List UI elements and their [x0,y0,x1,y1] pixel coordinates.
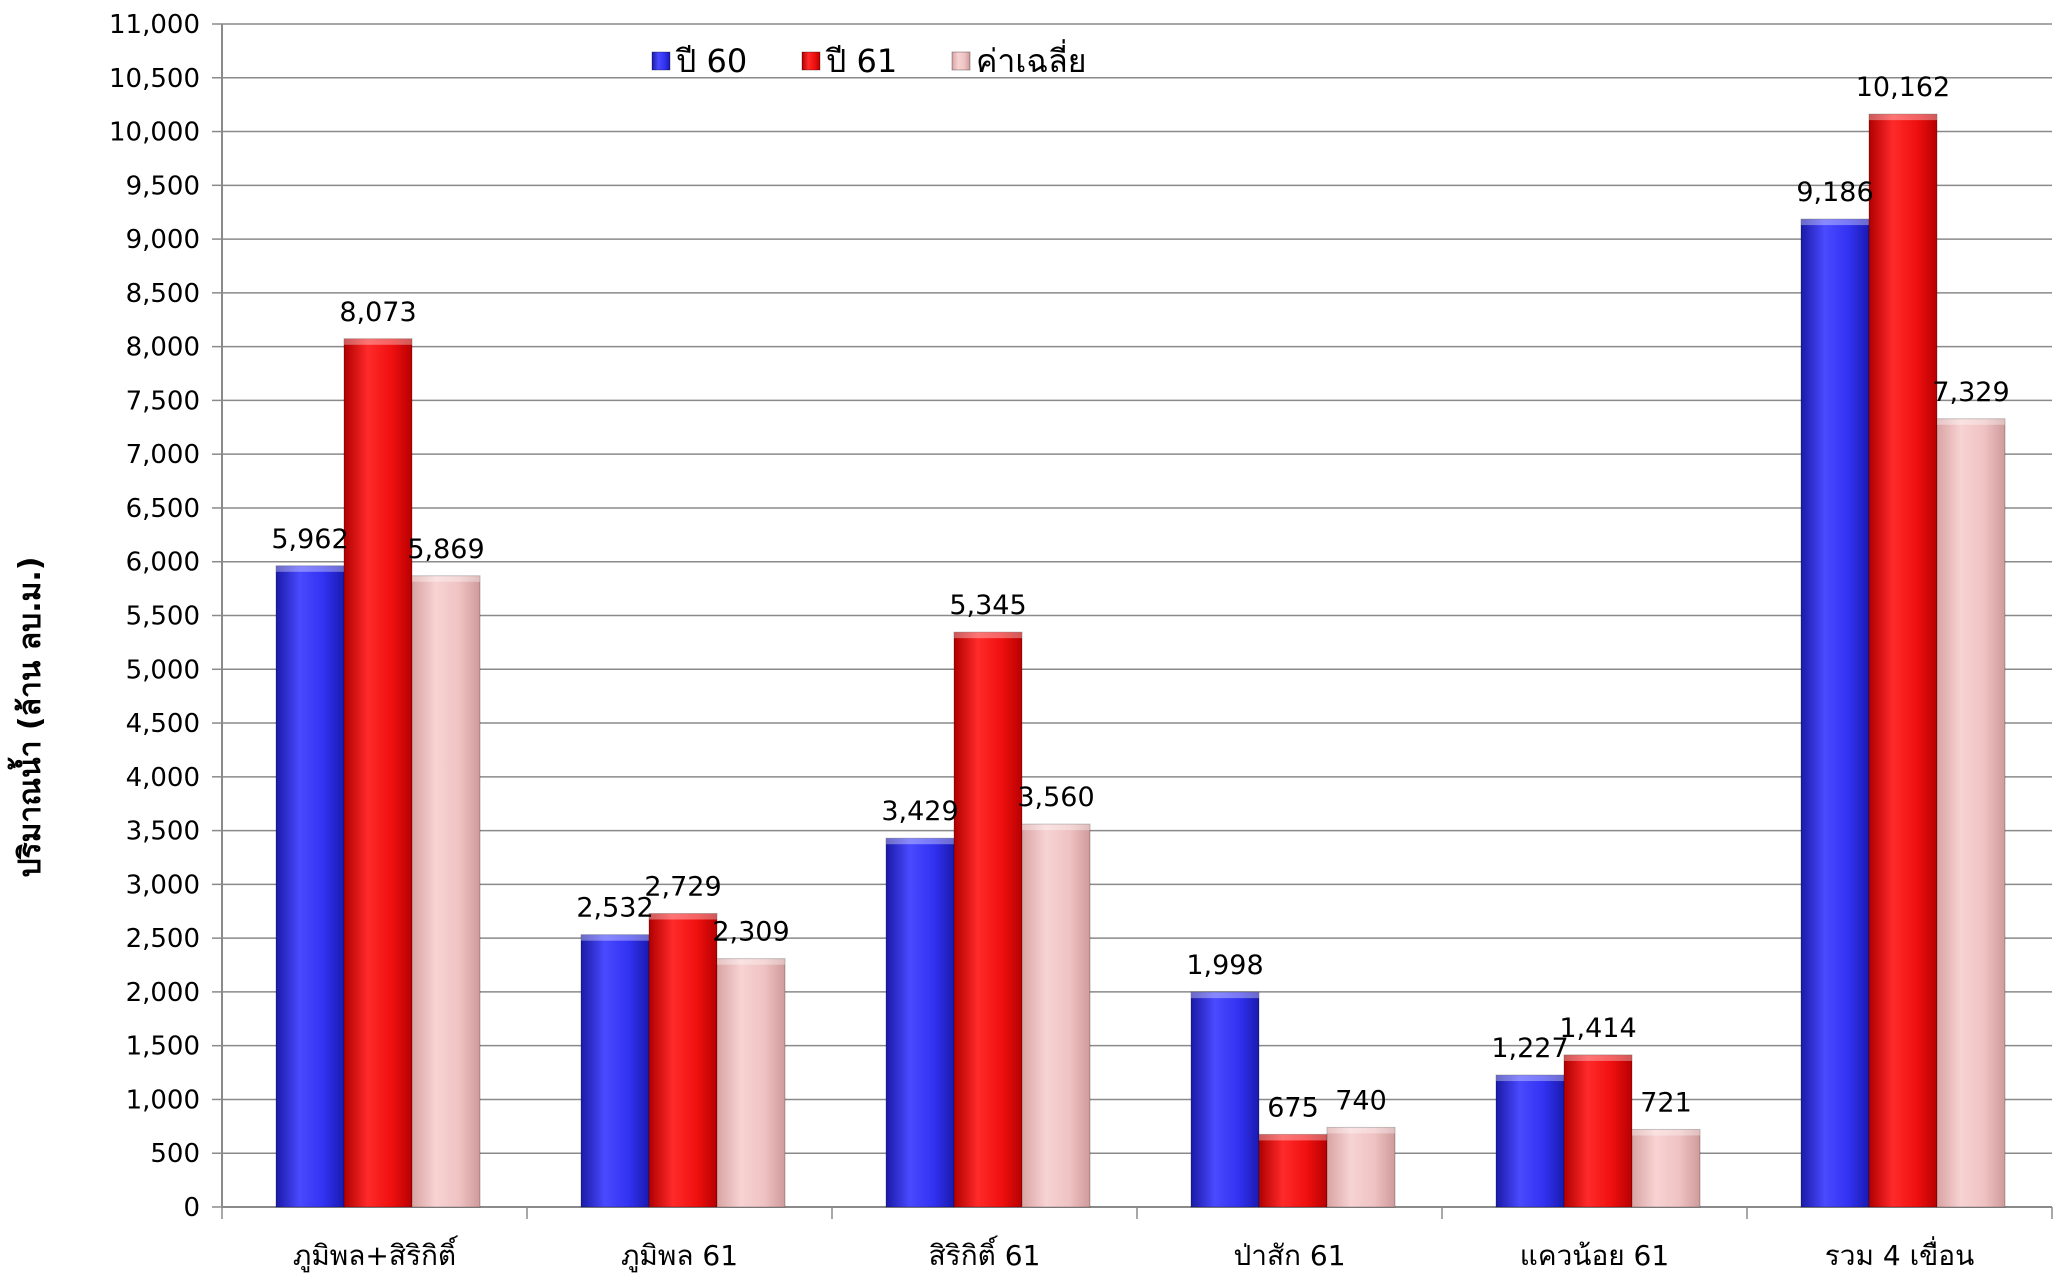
data-label: 9,186 [1796,177,1873,208]
bar-top-highlight [649,913,717,920]
x-category-label: รวม 4 เขื่อน [1825,1236,1975,1272]
legend: ปี 60 ปี 61 ค่าเฉลี่ย [651,39,1086,80]
bar [1563,1054,1633,1208]
bar [1021,823,1091,1208]
y-tick-label: 6,000 [126,548,200,578]
data-label: 1,414 [1559,1013,1636,1044]
y-tick-label: 9,500 [126,171,200,201]
data-label: 2,532 [576,893,653,924]
y-tick-label: 6,500 [126,494,200,524]
y-tick-label: 3,500 [126,817,200,847]
y-tick-label: 3,000 [126,870,200,900]
y-tick-label: 4,000 [126,763,200,793]
y-tick-label: 4,500 [126,709,200,739]
bar-top-highlight [1632,1129,1700,1136]
data-label: 8,073 [339,297,416,328]
bar-top-highlight [412,575,480,582]
data-label: 2,309 [712,917,789,948]
bar [1326,1126,1396,1208]
y-tick-label: 8,000 [126,333,200,363]
bar-top-highlight [1496,1075,1564,1082]
data-label: 740 [1335,1085,1387,1116]
y-tick-label: 11,000 [109,10,200,40]
y-tick-label: 8,500 [126,279,200,309]
bar-top-highlight [1869,114,1937,121]
data-label: 1,227 [1491,1033,1568,1064]
data-label: 5,962 [271,524,348,555]
bars [275,113,2006,1208]
bar-top-highlight [1937,418,2005,425]
y-tick-label: 10,000 [109,118,200,148]
bar-top-highlight [1801,219,1869,226]
y-tick-label: 1,500 [126,1032,200,1062]
bar-top-highlight [1191,992,1259,999]
bar-top-highlight [344,338,412,345]
bar-top-highlight [276,565,344,572]
y-tick-label: 7,000 [126,440,200,470]
bar [1800,218,1870,1208]
bar-top-highlight [581,934,649,941]
bar-top-highlight [1022,824,1090,831]
x-category-label: ป่าสัก 61 [1233,1239,1345,1272]
x-category-label: ภูมิพล+สิริกิติ์ [293,1235,459,1273]
y-tick-label: 1,000 [126,1085,200,1115]
data-label: 10,162 [1856,72,1950,103]
bar [885,837,955,1208]
bar-top-highlight [954,632,1022,639]
bar [1868,113,1938,1208]
bar [648,913,718,1208]
data-label: 5,345 [949,590,1026,621]
y-tick-label: 5,000 [126,655,200,685]
legend-label: ค่าเฉลี่ย [976,39,1086,80]
data-label: 675 [1267,1092,1319,1123]
x-category-label: สิริกิติ์ 61 [929,1235,1041,1272]
data-label: 721 [1640,1087,1692,1118]
bar [716,958,786,1208]
gridlines [212,23,2052,1208]
y-tick-label: 0 [183,1193,200,1223]
bar [580,934,650,1208]
bar [343,338,413,1208]
bar [1258,1133,1328,1208]
y-tick-label: 9,000 [126,225,200,255]
x-category-labels: ภูมิพล+สิริกิติ์ ภูมิพล 61 สิริกิติ์ 61 ป่า… [293,1235,1974,1273]
data-label: 3,560 [1017,782,1094,813]
legend-swatch [801,51,821,71]
bar-top-highlight [1327,1127,1395,1134]
y-tick-label: 500 [150,1139,200,1169]
legend-swatch [651,51,671,71]
bar-top-highlight [717,958,785,965]
data-label: 7,329 [1932,377,2009,408]
bar [1936,418,2006,1208]
bar-top-highlight [886,838,954,845]
x-category-label: ภูมิพล 61 [621,1239,738,1273]
y-tick-label: 5,500 [126,602,200,632]
bar [953,631,1023,1208]
data-label: 2,729 [644,872,721,903]
bar [1495,1074,1565,1208]
y-tick-label: 2,500 [126,924,200,954]
bar [275,565,345,1208]
y-tick-label: 10,500 [109,64,200,94]
data-label: 3,429 [881,796,958,827]
legend-label: ปี 60 [675,42,747,80]
bar [1190,991,1260,1208]
legend-label: ปี 61 [825,42,897,80]
bar [1631,1128,1701,1208]
x-category-label: แควน้อย 61 [1520,1239,1669,1272]
y-tick-labels: 0 500 1,000 1,500 2,000 2,500 3,000 3,500 4,000 4… [109,10,200,1223]
axes [221,24,2053,1219]
y-tick-label: 7,500 [126,386,200,416]
y-axis-title: ปริมาณน้ำ (ล้าน ลบ.ม.) [7,556,48,877]
y-tick-label: 2,000 [126,978,200,1008]
bar-top-highlight [1259,1134,1327,1141]
legend-swatch [951,51,971,71]
bar-top-highlight [1564,1054,1632,1061]
bar [411,575,481,1208]
data-label: 5,869 [407,534,484,565]
data-label: 1,998 [1186,950,1263,981]
